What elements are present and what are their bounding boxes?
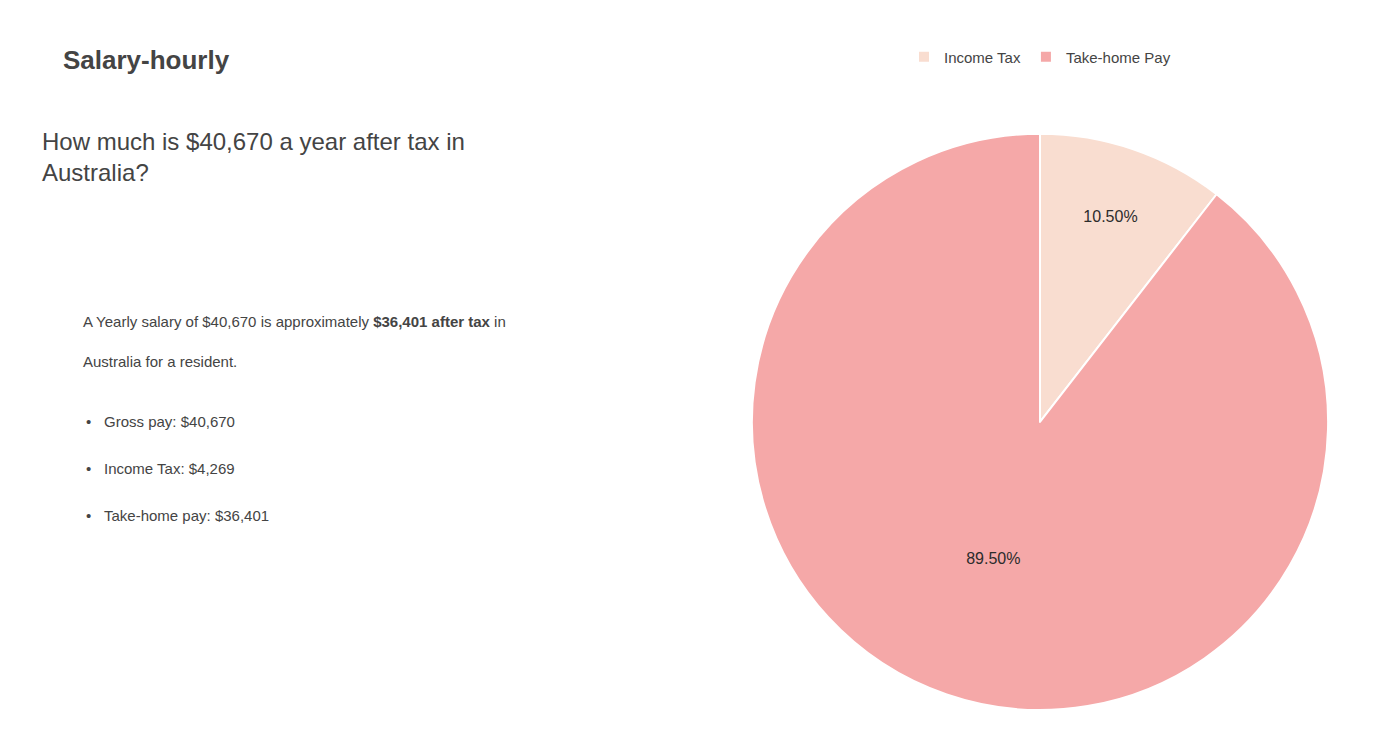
svg-text:Income Tax: Income Tax (944, 49, 1021, 66)
svg-text:•: • (86, 460, 91, 477)
svg-text:Salary-hourly: Salary-hourly (63, 45, 230, 75)
svg-text:Gross pay: $40,670: Gross pay: $40,670 (104, 413, 235, 430)
svg-text:Australia for a resident.: Australia for a resident. (83, 353, 237, 370)
svg-text:10.50%: 10.50% (1083, 208, 1137, 225)
svg-text:Income Tax: $4,269: Income Tax: $4,269 (104, 460, 235, 477)
svg-text:•: • (86, 413, 91, 430)
svg-text:•: • (86, 507, 91, 524)
svg-text:Take-home pay: $36,401: Take-home pay: $36,401 (104, 507, 269, 524)
svg-text:How much is $40,670 a year aft: How much is $40,670 a year after tax inA… (42, 128, 465, 186)
svg-text:Take-home Pay: Take-home Pay (1066, 49, 1171, 66)
svg-text:A Yearly salary of $40,670 is: A Yearly salary of $40,670 is approximat… (83, 313, 506, 330)
svg-text:89.50%: 89.50% (966, 550, 1020, 567)
